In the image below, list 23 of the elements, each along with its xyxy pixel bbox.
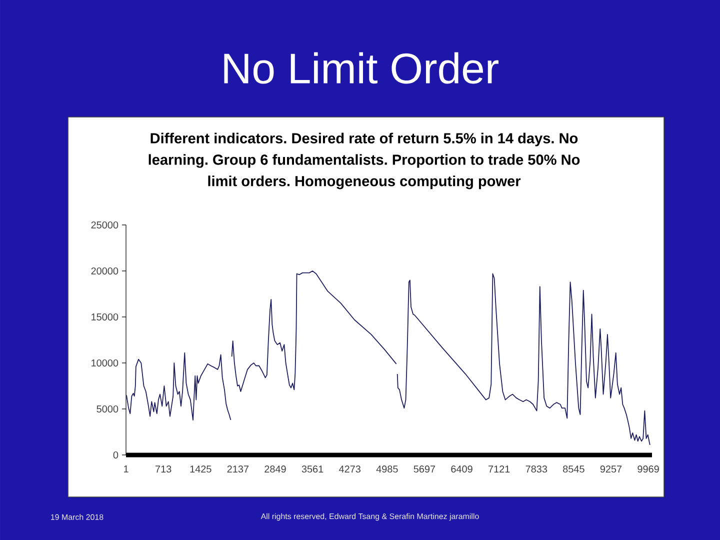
x-tick-label: 4273 <box>338 466 360 473</box>
x-tick-label: 6409 <box>451 466 472 473</box>
x-tick-label: 713 <box>156 466 172 473</box>
x-tick-label: 7121 <box>488 466 510 472</box>
x-tick-label: 2849 <box>264 466 286 473</box>
x-tick-label: 2137 <box>227 466 249 473</box>
y-tick-label: 0 <box>113 451 118 459</box>
y-tick-label: 25000 <box>91 221 118 229</box>
chart-title: No Limit Order <box>224 52 498 84</box>
x-tick-label: 9969 <box>638 466 659 473</box>
x-tick-label: 1 <box>124 466 128 472</box>
chart-subtitle: Different indicators. Desired rate of return 5.5% in 14 days. No learning. Group 6 fundamentalists. Proportion to trade 50% No limit orders. Homogeneous computing power <box>148 132 580 190</box>
x-tick-label: 1425 <box>190 466 212 473</box>
y-tick-label: 20000 <box>91 267 118 275</box>
x-tick-label: 9257 <box>600 466 622 473</box>
y-tick-label: 5000 <box>96 405 118 413</box>
x-tick-label: 7833 <box>526 466 548 473</box>
y-tick-label: 15000 <box>92 313 118 321</box>
x-tick-label: 4985 <box>376 466 398 473</box>
x-tick-label: 8545 <box>563 466 584 473</box>
x-tick-label: 5697 <box>414 466 436 473</box>
x-tick-label: 3561 <box>302 466 324 473</box>
y-tick-label: 10000 <box>92 359 118 367</box>
